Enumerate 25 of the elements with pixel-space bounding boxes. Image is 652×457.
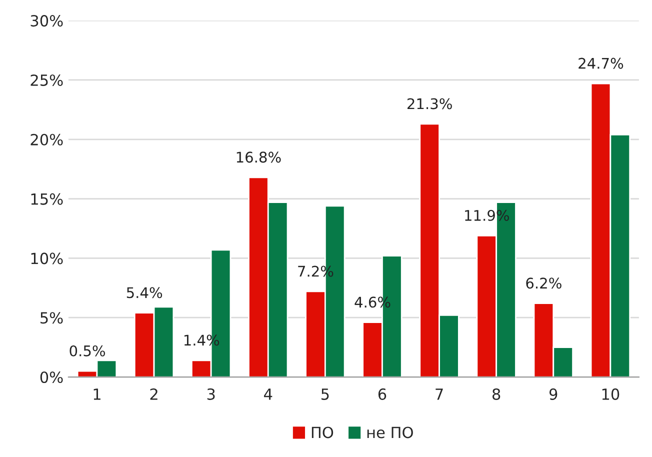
x-tick-label: 8: [492, 388, 500, 400]
x-tick-label: 3: [207, 388, 215, 400]
x-tick-label: 5: [322, 388, 329, 400]
y-tick-label: 25%: [30, 74, 63, 86]
data-label: 0.5%: [70, 345, 106, 356]
x-tick-label: 9: [549, 388, 558, 400]
legend-label: не ПО: [367, 426, 413, 438]
y-tick-label: 0%: [40, 371, 63, 384]
x-tick-label: 6: [378, 388, 386, 400]
data-label: 24.7%: [578, 58, 624, 69]
y-tick-label: 30%: [30, 15, 63, 27]
x-tick-label: 2: [150, 388, 158, 400]
legend-label: ПО: [312, 426, 334, 438]
data-label: 21.3%: [407, 98, 452, 110]
x-tick-label: 1: [94, 388, 100, 400]
data-label: 6.2%: [526, 278, 562, 289]
y-tick-label: 10%: [31, 252, 63, 264]
data-label: 5.4%: [126, 287, 162, 298]
y-tick-label: 20%: [30, 134, 63, 146]
x-tick-label: 7: [436, 388, 443, 400]
x-tick-label: 4: [264, 388, 272, 400]
y-tick-label: 5%: [40, 312, 63, 324]
data-label: 16.8%: [236, 152, 281, 163]
x-tick-label: 10: [602, 388, 620, 400]
y-tick-label: 15%: [31, 193, 63, 205]
